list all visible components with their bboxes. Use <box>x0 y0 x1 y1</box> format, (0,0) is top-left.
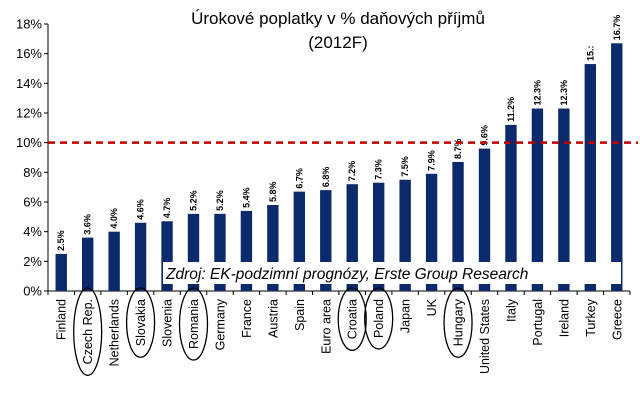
highlight-ellipse <box>337 287 367 351</box>
category-label: Hungary <box>452 298 466 346</box>
value-label: 7.5% <box>400 156 410 177</box>
bar-layer <box>55 43 623 292</box>
y-tick-label: 18% <box>16 17 42 32</box>
category-label: Portugal <box>531 299 545 346</box>
value-label: 4.0% <box>109 208 119 229</box>
value-label: 5.2% <box>189 190 199 211</box>
bar <box>346 184 358 291</box>
highlight-layer <box>73 287 473 376</box>
bar <box>134 222 147 291</box>
bar <box>187 213 200 291</box>
category-label: United States <box>478 299 492 374</box>
category-label: Finland <box>55 299 69 340</box>
source-note: Zdroj: EK-podzimní prognózy, Erste Group… <box>165 266 528 283</box>
bar <box>478 148 491 291</box>
value-label: 4.6% <box>136 199 146 220</box>
value-label: 5.8% <box>268 181 278 202</box>
y-tick-label: 14% <box>16 76 42 91</box>
highlight-ellipse <box>178 287 209 361</box>
bar <box>531 108 544 291</box>
highlight-ellipse <box>443 287 473 358</box>
bar <box>505 124 517 291</box>
bar <box>372 182 385 291</box>
bar <box>108 231 120 291</box>
y-tick-label: 12% <box>16 106 42 121</box>
bar <box>399 179 411 291</box>
category-label: Ireland <box>557 299 571 337</box>
value-label: 9.6% <box>480 125 490 146</box>
value-label: 7.3% <box>374 159 384 180</box>
value-label: 4.7% <box>162 198 172 219</box>
category-label: Romania <box>187 299 201 349</box>
bar <box>161 221 173 291</box>
highlight-ellipse <box>364 287 394 350</box>
category-label: France <box>240 299 254 338</box>
y-tick-label: 16% <box>16 46 42 61</box>
category-label: Netherlands <box>108 299 122 366</box>
category-label: UK <box>425 298 439 316</box>
bar <box>558 108 570 291</box>
value-label: 5.2% <box>215 190 225 211</box>
value-label: 7.9% <box>427 150 437 171</box>
category-label: Austria <box>266 299 280 338</box>
y-tick-label: 10% <box>16 135 42 150</box>
category-label: Germany <box>213 298 227 350</box>
highlight-ellipse <box>125 287 156 358</box>
y-tick-label: 2% <box>23 254 42 269</box>
value-label: 5.4% <box>241 187 251 208</box>
bar <box>240 210 253 291</box>
value-label: 15.: <box>585 46 595 62</box>
bar <box>584 64 597 291</box>
y-tick-label: 6% <box>23 195 42 210</box>
bar <box>214 213 226 291</box>
chart-title: Úrokové poplatky v % daňových příjmů <box>191 9 485 28</box>
value-label: 12.3% <box>532 80 542 106</box>
source-note-box <box>163 262 621 284</box>
annotation-layer: Zdroj: EK-podzimní prognózy, Erste Group… <box>163 262 621 284</box>
category-label: Italy <box>504 298 518 322</box>
y-tick-label: 4% <box>23 224 42 239</box>
category-label: Turkey <box>584 298 598 336</box>
category-label: Greece <box>610 299 624 340</box>
value-label: 3.6% <box>83 214 93 235</box>
category-label: Croatia <box>346 299 360 339</box>
value-label: 6.8% <box>321 167 331 188</box>
category-label: Poland <box>372 299 386 338</box>
bar <box>425 173 438 291</box>
category-label: Slovenia <box>161 299 175 347</box>
bar <box>293 191 306 291</box>
category-label: Japan <box>399 299 413 333</box>
highlight-ellipse <box>73 287 103 376</box>
chart-subtitle: (2012F) <box>308 33 368 52</box>
bar <box>55 253 67 291</box>
category-label: Slovakia <box>134 299 148 346</box>
value-label: 11.2% <box>506 97 516 122</box>
bar <box>320 190 332 291</box>
label-layer: 2.5% Finland 3.6% Czech Rep. 4.0% Netherlands… <box>55 15 625 374</box>
value-label: 16.7% <box>612 15 622 41</box>
y-tick-label: 8% <box>23 165 42 180</box>
value-label: 8.7% <box>453 138 463 159</box>
value-label: 12.3% <box>559 80 569 106</box>
category-label: Spain <box>293 299 307 331</box>
value-label: 2.5% <box>56 230 66 251</box>
bar <box>611 43 623 292</box>
bar <box>267 204 279 291</box>
category-label: Czech Rep. <box>81 299 95 364</box>
bar <box>81 237 94 291</box>
bar <box>452 161 464 291</box>
y-tick-label: 0% <box>23 284 42 299</box>
category-label: Euro area <box>319 299 333 354</box>
value-label: 6.7% <box>294 168 304 189</box>
value-label: 7.2% <box>347 161 357 182</box>
